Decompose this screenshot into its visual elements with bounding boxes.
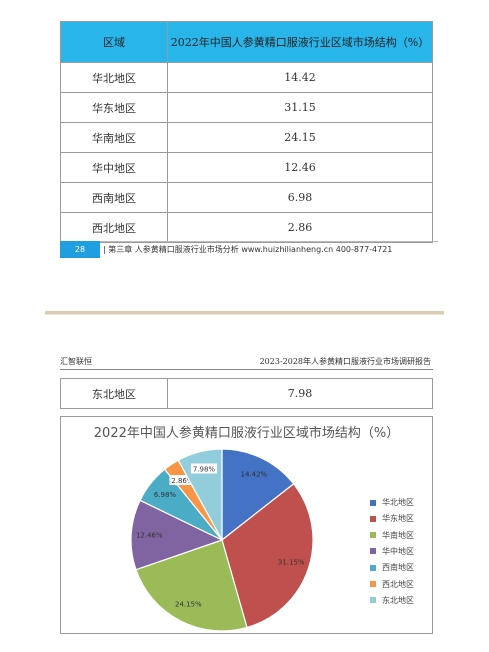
table-cell: 6.98: [167, 182, 433, 213]
table-header-cell: 区域: [60, 21, 168, 63]
table-row: 华东地区 31.15: [60, 92, 433, 123]
pie-svg: 14.42% 31.15% 24.15% 12.46% 6.98% 2.86% 7.98%: [130, 448, 314, 632]
data-label: 14.42%: [241, 471, 268, 479]
table-cell: 华东地区: [60, 92, 168, 123]
legend-item: 华东地区: [370, 513, 414, 524]
page-separator-shadow: [45, 314, 444, 315]
table-cell: 7.98: [167, 378, 433, 409]
table-cell: 14.42: [167, 62, 433, 93]
pie-slice: [221, 448, 295, 542]
region-table: 区域 2022年中国人参黄精口服液行业区域市场结构（%） 华北地区 14.42 …: [60, 21, 433, 243]
table-cell: 西北地区: [60, 212, 168, 243]
table-header-row: 区域 2022年中国人参黄精口服液行业区域市场结构（%）: [60, 21, 433, 63]
table-cell: 西南地区: [60, 182, 168, 213]
region-table-continued: 东北地区 7.98: [60, 378, 433, 409]
legend-swatch: [370, 532, 376, 539]
legend-item: 华中地区: [370, 546, 414, 557]
legend-swatch: [370, 597, 376, 604]
table-cell: 华南地区: [60, 122, 168, 153]
legend-label: 华北地区: [382, 498, 414, 507]
data-label: 31.15%: [278, 558, 305, 566]
table-cell: 24.15: [167, 122, 433, 153]
table-row: 华北地区 14.42: [60, 62, 433, 93]
legend-item: 东北地区: [370, 595, 414, 606]
data-label: 12.46%: [136, 532, 163, 540]
pie-slice: [221, 483, 314, 629]
table-header-cell: 2022年中国人参黄精口服液行业区域市场结构（%）: [167, 21, 433, 63]
table-cell: 2.86: [167, 212, 433, 243]
header-company: 汇智联恒: [60, 357, 92, 366]
data-label: 6.98%: [154, 491, 177, 499]
pie-slice: [135, 539, 248, 632]
header-report-title: 2023-2028年人参黄精口服液行业市场调研报告: [259, 357, 431, 366]
legend-label: 华南地区: [382, 530, 414, 540]
legend-swatch: [370, 564, 376, 571]
legend-swatch: [370, 515, 376, 522]
page-number: 28: [60, 241, 100, 258]
data-label: 24.15%: [175, 601, 202, 609]
legend-item: 西北地区: [370, 579, 414, 590]
legend-label: 西南地区: [382, 563, 414, 573]
table-cell: 华中地区: [60, 152, 168, 183]
pie-slice: [130, 499, 224, 571]
footer-text: | 第三章 人参黄精口服液行业市场分析 www.huizhilianheng.c…: [103, 245, 393, 254]
table-row: 西南地区 6.98: [60, 182, 433, 213]
data-label: 2.86%: [171, 477, 194, 485]
legend-item: 华北地区: [370, 497, 414, 508]
footer-rule: [60, 241, 438, 242]
legend-label: 西北地区: [382, 579, 414, 589]
table-row: 华中地区 12.46: [60, 152, 433, 183]
data-label-bg: [169, 475, 196, 486]
table-cell: 东北地区: [60, 378, 168, 409]
legend-swatch: [370, 499, 376, 506]
legend-label: 华东地区: [382, 514, 414, 524]
header-rule: [60, 369, 433, 370]
legend-label: 东北地区: [382, 595, 414, 605]
table-row: 西北地区 2.86: [60, 212, 433, 243]
data-label-bg: [190, 463, 217, 474]
legend-item: 华南地区: [370, 530, 414, 541]
legend-label: 华中地区: [382, 546, 414, 556]
legend-swatch: [370, 548, 376, 555]
pie-chart: 2022年中国人参黄精口服液行业区域市场结构（%） 14.42% 31.15% 24…: [60, 416, 433, 634]
table-cell: 31.15: [167, 92, 433, 123]
data-label: 7.98%: [193, 465, 216, 473]
legend-item: 西南地区: [370, 562, 414, 573]
page-separator: [45, 311, 444, 314]
chart-title: 2022年中国人参黄精口服液行业区域市场结构（%）: [93, 426, 400, 441]
legend-swatch: [370, 581, 376, 587]
table-cell: 12.46: [167, 152, 433, 183]
table-row: 东北地区 7.98: [60, 378, 433, 409]
table-row: 华南地区 24.15: [60, 122, 433, 153]
table-cell: 华北地区: [60, 62, 168, 93]
